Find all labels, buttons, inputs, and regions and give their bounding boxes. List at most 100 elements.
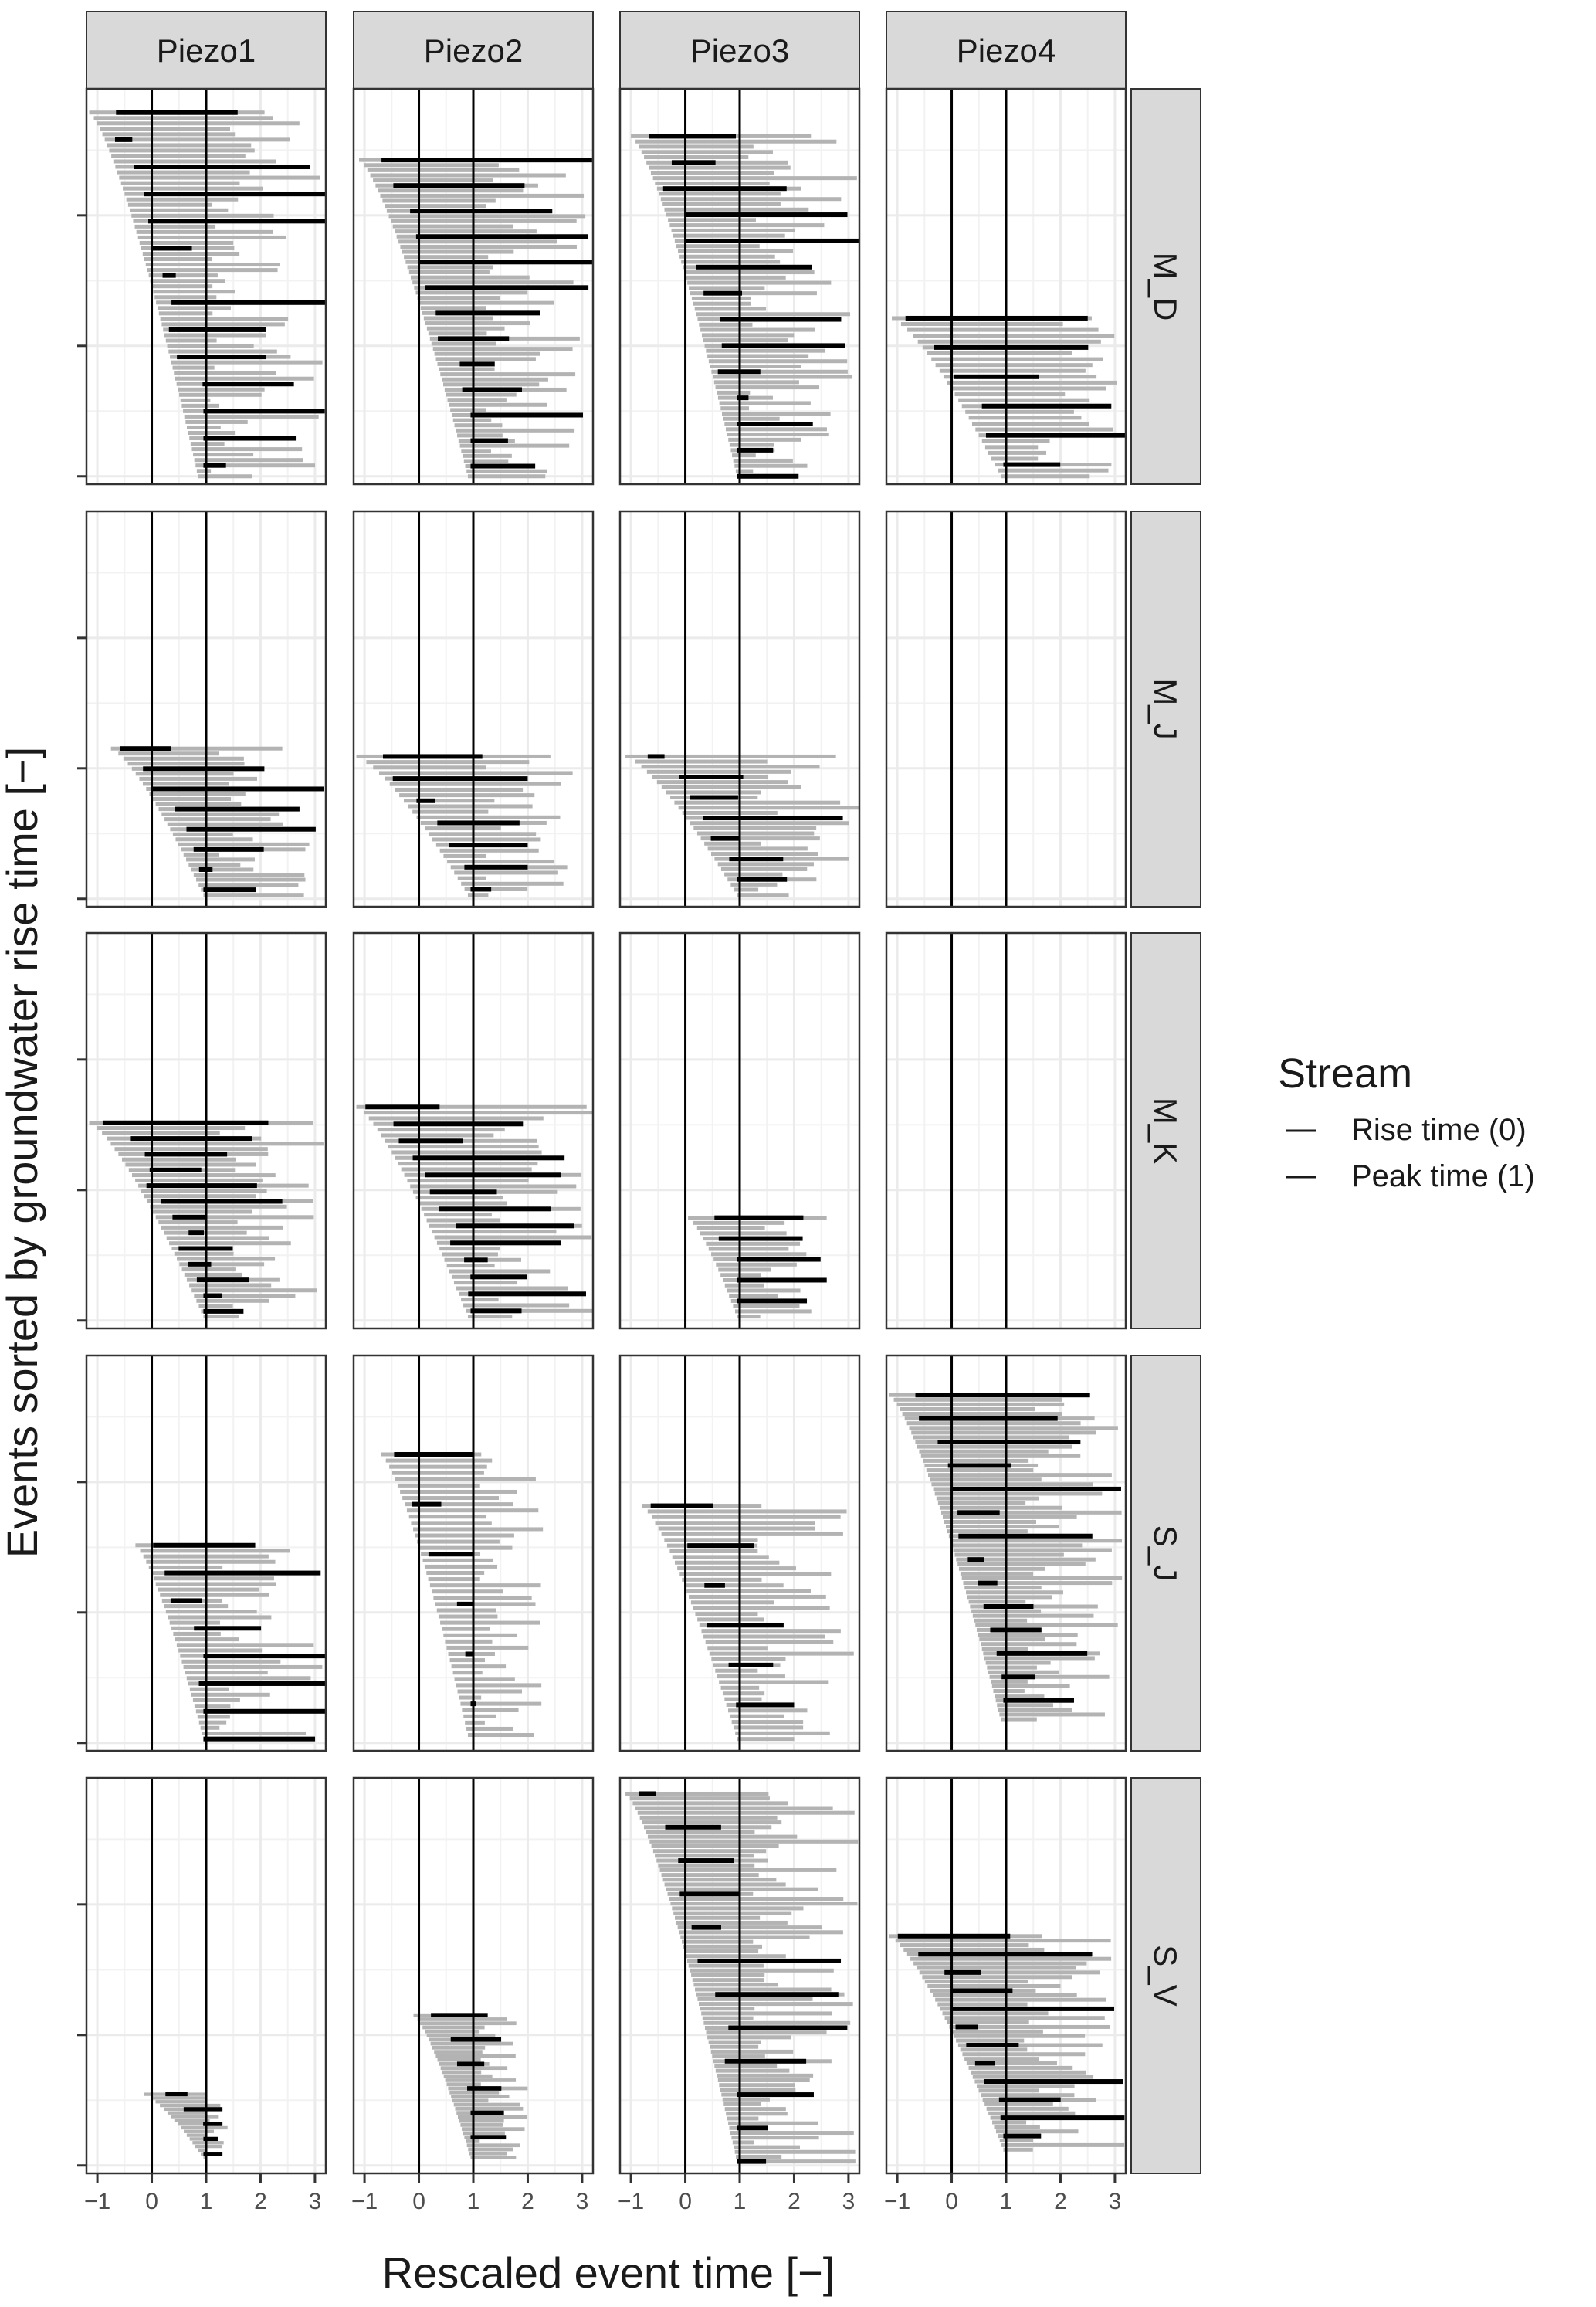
- groundwater-interval: [668, 218, 756, 222]
- panel-border: [85, 87, 327, 486]
- groundwater-interval: [728, 1708, 808, 1713]
- groundwater-interval: [957, 2043, 1103, 2047]
- stream-interval: [116, 110, 238, 115]
- groundwater-interval: [410, 1184, 577, 1189]
- groundwater-interval: [932, 1993, 1077, 1997]
- groundwater-interval: [190, 442, 225, 446]
- groundwater-interval: [950, 1539, 1123, 1543]
- groundwater-interval: [423, 316, 493, 321]
- groundwater-interval: [641, 765, 820, 769]
- x-tick-label: 2: [521, 2189, 534, 2214]
- stream-interval: [381, 158, 592, 163]
- stream-interval: [144, 1152, 228, 1157]
- stream-interval: [981, 403, 1112, 409]
- groundwater-interval: [445, 1639, 493, 1644]
- groundwater-interval: [189, 2137, 210, 2141]
- panel-border: [352, 1354, 595, 1752]
- groundwater-interval: [652, 1849, 767, 1854]
- groundwater-interval: [454, 1281, 517, 1285]
- groundwater-interval: [391, 219, 577, 223]
- stream-interval: [203, 463, 226, 468]
- groundwater-interval: [174, 2119, 210, 2122]
- groundwater-interval: [909, 1426, 1118, 1430]
- groundwater-interval: [432, 2045, 486, 2050]
- groundwater-interval: [710, 2049, 794, 2054]
- groundwater-interval: [693, 826, 817, 830]
- groundwater-interval: [690, 291, 817, 296]
- panel-s-j-piezo4: [885, 1354, 1127, 1752]
- groundwater-interval: [402, 249, 514, 254]
- groundwater-interval: [733, 1725, 804, 1730]
- groundwater-interval: [995, 1694, 1045, 1698]
- groundwater-interval: [198, 1304, 233, 1308]
- groundwater-interval: [920, 1454, 1081, 1458]
- groundwater-interval: [460, 2123, 503, 2127]
- stream-interval: [120, 746, 171, 751]
- stream-interval: [736, 1702, 795, 1708]
- stream-interval: [450, 1240, 561, 1246]
- stream-interval: [177, 355, 266, 360]
- groundwater-interval: [131, 1173, 276, 1178]
- groundwater-interval: [686, 1954, 786, 1959]
- stream-interval: [679, 1891, 740, 1897]
- groundwater-interval: [442, 2070, 482, 2075]
- stream-interval: [418, 260, 593, 265]
- groundwater-interval: [446, 1264, 495, 1268]
- stream-interval: [952, 1486, 1121, 1491]
- groundwater-interval: [672, 1906, 804, 1911]
- legend-title: Stream: [1278, 1050, 1412, 1097]
- stream-interval: [203, 1736, 316, 1742]
- groundwater-interval: [639, 144, 754, 149]
- x-axis-title: Rescaled event time [−]: [382, 2248, 835, 2297]
- groundwater-interval: [727, 2116, 759, 2121]
- groundwater-interval: [702, 2016, 754, 2020]
- groundwater-interval: [97, 121, 300, 126]
- panel-border: [85, 1354, 327, 1752]
- groundwater-interval: [436, 1608, 496, 1613]
- stream-interval: [196, 1277, 249, 1283]
- groundwater-interval: [907, 327, 1099, 332]
- groundwater-interval: [186, 2133, 206, 2137]
- stream-interval: [470, 2110, 504, 2115]
- stream-interval: [393, 1121, 524, 1127]
- stream-interval: [144, 192, 326, 197]
- groundwater-interval: [466, 1308, 593, 1313]
- row-strip-label: S_V: [1147, 1945, 1184, 2006]
- groundwater-interval: [942, 2011, 1049, 2016]
- groundwater-interval: [366, 760, 530, 765]
- groundwater-interval: [442, 1252, 498, 1257]
- groundwater-interval: [686, 1589, 811, 1593]
- stream-interval: [724, 2058, 807, 2064]
- groundwater-interval: [367, 168, 520, 172]
- groundwater-interval: [939, 368, 1086, 373]
- groundwater-interval: [900, 322, 1063, 327]
- groundwater-interval: [695, 1987, 832, 1992]
- groundwater-interval: [461, 881, 564, 886]
- stream-interval: [415, 234, 589, 239]
- groundwater-interval: [710, 365, 801, 369]
- groundwater-interval: [93, 116, 273, 120]
- groundwater-interval: [944, 2016, 1105, 2020]
- groundwater-interval: [971, 2070, 1086, 2075]
- groundwater-interval: [452, 1671, 483, 1675]
- groundwater-interval: [699, 322, 753, 327]
- groundwater-interval: [947, 2020, 1029, 2025]
- groundwater-interval: [731, 1720, 804, 1725]
- groundwater-interval: [700, 327, 815, 332]
- stream-interval: [162, 273, 176, 278]
- groundwater-interval: [136, 229, 273, 234]
- groundwater-interval: [165, 1610, 257, 1614]
- row-strip: [1130, 88, 1201, 485]
- groundwater-interval: [130, 208, 229, 212]
- stream-interval: [435, 310, 540, 316]
- stream-interval: [151, 786, 324, 792]
- stream-interval: [737, 2125, 768, 2131]
- groundwater-interval: [729, 443, 774, 447]
- groundwater-interval: [373, 178, 493, 183]
- stream-interval: [662, 186, 787, 192]
- groundwater-interval: [424, 826, 501, 831]
- groundwater-interval: [720, 2088, 796, 2092]
- groundwater-interval: [385, 204, 486, 209]
- groundwater-interval: [155, 802, 242, 806]
- groundwater-interval: [125, 1162, 256, 1167]
